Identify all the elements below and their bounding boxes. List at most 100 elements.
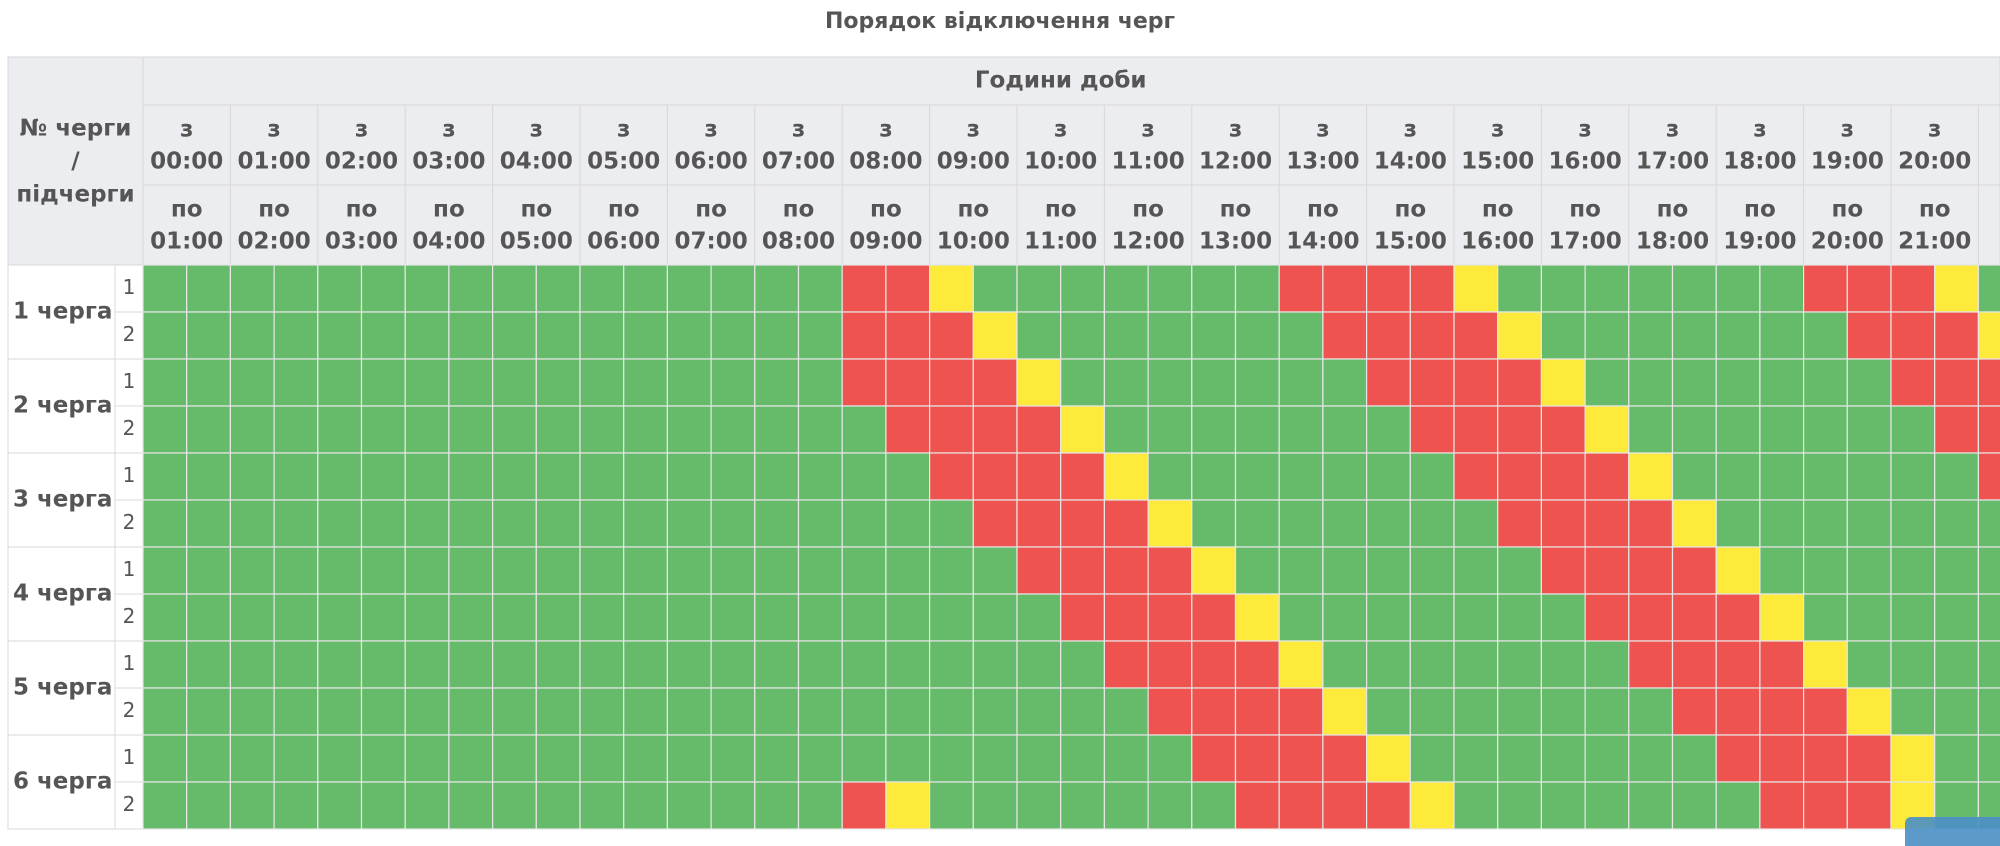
state-cell xyxy=(1628,781,1674,830)
sub-label: 2 xyxy=(123,416,136,440)
sub-label: 1 xyxy=(123,275,136,299)
state-cell xyxy=(1365,640,1411,689)
state-cell xyxy=(1540,546,1586,595)
from-word: з xyxy=(967,117,980,143)
title: Порядок відключення черг xyxy=(825,9,1175,34)
state-cell xyxy=(1147,687,1193,736)
state-cell xyxy=(1628,358,1674,407)
state-cell xyxy=(710,452,756,501)
from-time: 01:00 xyxy=(237,149,310,175)
state-cell xyxy=(885,499,931,548)
state-cell xyxy=(186,452,231,501)
state-cell xyxy=(492,546,537,595)
state-cell xyxy=(1103,405,1149,454)
state-cell xyxy=(1715,358,1761,407)
state-cell xyxy=(1234,499,1280,548)
to-word: по xyxy=(346,197,378,223)
queue-label: 6 черга xyxy=(13,769,112,795)
state-cell xyxy=(317,499,363,548)
state-cell xyxy=(972,405,1018,454)
state-cell xyxy=(1802,452,1848,501)
state-cell xyxy=(1628,640,1674,689)
to-word: по xyxy=(1919,197,1951,223)
state-cell xyxy=(1322,499,1368,548)
from-word: з xyxy=(442,117,455,143)
state-cell xyxy=(579,358,625,407)
state-cell xyxy=(1409,640,1455,689)
state-cell xyxy=(317,781,363,830)
state-cell xyxy=(579,593,625,642)
state-cell xyxy=(1934,264,1979,313)
from-time: 09:00 xyxy=(937,149,1010,175)
state-cell xyxy=(1409,499,1455,548)
state-cell xyxy=(1802,640,1848,689)
state-cell xyxy=(666,452,712,501)
state-cell xyxy=(1759,358,1805,407)
state-cell xyxy=(1497,546,1542,595)
to-time: 08:00 xyxy=(762,229,835,255)
state-cell xyxy=(1060,499,1105,548)
state-cell xyxy=(710,499,756,548)
state-cell xyxy=(1365,499,1411,548)
state-cell xyxy=(1409,452,1455,501)
from-word: з xyxy=(180,117,193,143)
state-cell xyxy=(1934,499,1979,548)
state-cell xyxy=(928,311,974,360)
state-cell xyxy=(229,452,275,501)
sub-cell xyxy=(114,734,144,783)
state-cell xyxy=(1540,405,1586,454)
state-cell xyxy=(142,640,188,689)
from-time: 07:00 xyxy=(762,149,835,175)
state-cell xyxy=(492,593,537,642)
state-cell xyxy=(1977,546,2000,595)
state-cell xyxy=(928,546,974,595)
state-cell xyxy=(1103,311,1149,360)
state-cell xyxy=(142,781,188,830)
state-cell xyxy=(1278,734,1324,783)
state-cell xyxy=(229,687,275,736)
state-cell xyxy=(1759,264,1805,313)
state-cell xyxy=(710,640,756,689)
state-cell xyxy=(1322,546,1368,595)
state-cell xyxy=(1890,734,1936,783)
to-time: 15:00 xyxy=(1374,229,1447,255)
state-cell xyxy=(1802,311,1848,360)
state-cell xyxy=(797,452,843,501)
state-cell xyxy=(273,546,319,595)
state-cell xyxy=(360,640,406,689)
state-cell xyxy=(841,499,887,548)
state-cell xyxy=(186,499,231,548)
state-cell xyxy=(1540,264,1586,313)
state-cell xyxy=(841,405,887,454)
state-cell xyxy=(1103,640,1149,689)
state-cell xyxy=(1540,452,1586,501)
state-cell xyxy=(579,546,625,595)
state-cell xyxy=(797,687,843,736)
state-cell xyxy=(1453,405,1499,454)
queue-header-cell xyxy=(7,56,144,266)
sub-cell xyxy=(114,640,144,689)
state-cell xyxy=(404,687,450,736)
state-cell xyxy=(754,546,800,595)
sub-label: 2 xyxy=(123,604,136,628)
state-cell xyxy=(535,546,581,595)
state-cell xyxy=(142,593,188,642)
state-cell xyxy=(1409,734,1455,783)
state-cell xyxy=(1497,640,1542,689)
state-cell xyxy=(1103,781,1149,830)
header-bg xyxy=(7,56,2000,266)
state-cell xyxy=(317,452,363,501)
state-cell xyxy=(1628,593,1674,642)
state-cell xyxy=(1715,546,1761,595)
state-cell xyxy=(142,311,188,360)
state-cell xyxy=(885,781,931,830)
queue-cell xyxy=(7,452,116,548)
state-cell xyxy=(186,687,231,736)
state-cell xyxy=(1191,264,1237,313)
state-cell xyxy=(1365,781,1411,830)
state-cell xyxy=(579,405,625,454)
state-cell xyxy=(273,264,319,313)
state-cell xyxy=(360,687,406,736)
state-cell xyxy=(1322,734,1368,783)
state-cell xyxy=(666,593,712,642)
